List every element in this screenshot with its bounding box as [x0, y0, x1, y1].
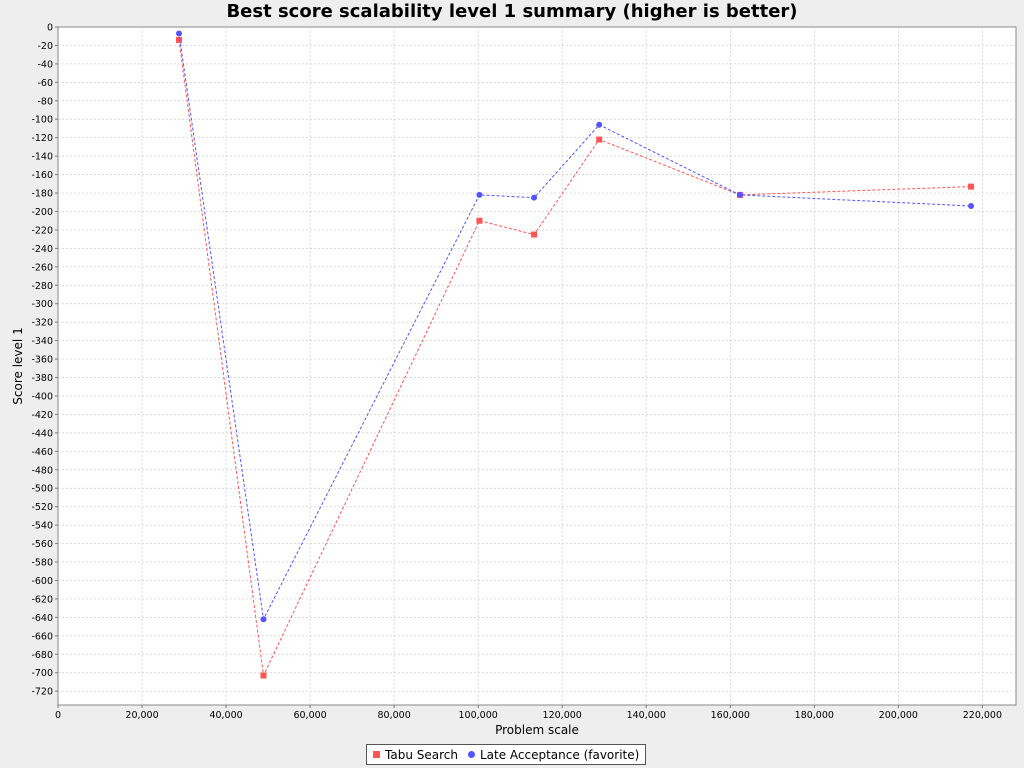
y-tick-label: -640 — [31, 613, 53, 624]
y-tick-label: -240 — [31, 244, 53, 255]
chart-plot: 0 20,000 40,000 60,000 80,000 100,000 120,000 1… — [11, 23, 1017, 737]
x-tick-label: 0 — [55, 710, 61, 721]
series-lines — [176, 30, 975, 679]
y-tick-label: -40 — [37, 59, 53, 70]
y-tick-label: 0 — [47, 23, 53, 34]
data-point — [476, 217, 483, 224]
y-tick-label: -320 — [31, 318, 53, 329]
data-point — [176, 30, 183, 37]
data-point — [968, 202, 975, 209]
data-point — [260, 672, 267, 679]
y-tick-label: -120 — [31, 133, 53, 144]
data-point — [968, 183, 975, 190]
y-tick-label: -560 — [31, 539, 53, 550]
x-tick-label: 100,000 — [459, 710, 498, 721]
y-tick-label: -440 — [31, 428, 53, 439]
y-tick-label: -180 — [31, 189, 53, 200]
y-tick-label: -500 — [31, 484, 53, 495]
x-tick-label: 180,000 — [795, 710, 834, 721]
legend-label: Late Acceptance (favorite) — [479, 747, 640, 762]
y-tick-label: -100 — [31, 115, 53, 126]
y-tick-label: -80 — [37, 96, 53, 107]
data-point — [176, 36, 183, 43]
square-marker-icon — [373, 751, 380, 758]
x-tick-label: 60,000 — [293, 710, 326, 721]
legend-item-late-acceptance: Late Acceptance (favorite) — [467, 747, 640, 762]
chart-legend: Tabu Search Late Acceptance (favorite) — [366, 744, 647, 765]
y-tick-label: -280 — [31, 281, 53, 292]
data-point — [736, 191, 743, 198]
legend-label: Tabu Search — [385, 747, 458, 762]
y-tick-label: -720 — [31, 687, 53, 698]
data-point — [531, 231, 538, 238]
y-tick-label: -260 — [31, 262, 53, 273]
y-tick-label: -200 — [31, 207, 53, 218]
data-point — [596, 121, 603, 128]
y-tick-label: -480 — [31, 465, 53, 476]
y-tick-label: -660 — [31, 631, 53, 642]
grid-lines — [58, 27, 1016, 705]
x-tick-label: 220,000 — [963, 710, 1002, 721]
data-point — [596, 136, 603, 143]
x-tick-label: 40,000 — [209, 710, 242, 721]
y-tick-label: -620 — [31, 594, 53, 605]
y-tick-label: -580 — [31, 558, 53, 569]
y-tick-label: -60 — [37, 78, 53, 89]
data-point — [476, 191, 483, 198]
x-tick-label: 140,000 — [627, 710, 666, 721]
y-tick-label: -700 — [31, 668, 53, 679]
y-tick-label: -160 — [31, 170, 53, 181]
y-tick-label: -20 — [37, 41, 53, 52]
x-tick-label: 120,000 — [543, 710, 582, 721]
y-tick-label: -300 — [31, 299, 53, 310]
y-tick-label: -680 — [31, 650, 53, 661]
y-tick-label: -140 — [31, 152, 53, 163]
x-tick-label: 160,000 — [711, 710, 750, 721]
x-tick-label: 200,000 — [879, 710, 918, 721]
y-tick-label: -400 — [31, 391, 53, 402]
y-tick-label: -600 — [31, 576, 53, 587]
y-tick-label: -360 — [31, 355, 53, 366]
y-tick-label: -380 — [31, 373, 53, 384]
x-tick-label: 20,000 — [125, 710, 158, 721]
y-tick-label: -520 — [31, 502, 53, 513]
y-tick-label: -340 — [31, 336, 53, 347]
y-tick-label: -540 — [31, 521, 53, 532]
circle-marker-icon — [467, 751, 475, 758]
legend-item-tabu-search: Tabu Search — [373, 748, 458, 762]
data-point — [260, 616, 267, 623]
x-axis-ticks: 0 20,000 40,000 60,000 80,000 100,000 120,000 1… — [55, 705, 1002, 721]
data-point — [531, 194, 538, 201]
y-tick-label: -420 — [31, 410, 53, 421]
y-axis-ticks: 0 -20 -40 -60 -80 -100 -120 -140 -160 -180 -200 -22… — [31, 23, 58, 698]
x-axis-label: Problem scale — [495, 723, 579, 737]
x-tick-label: 80,000 — [378, 710, 411, 721]
chart-title: Best score scalability level 1 summary (… — [226, 1, 798, 22]
y-axis-label: Score level 1 — [11, 327, 25, 404]
plot-background — [57, 26, 1017, 706]
y-tick-label: -460 — [31, 447, 53, 458]
y-tick-label: -220 — [31, 225, 53, 236]
